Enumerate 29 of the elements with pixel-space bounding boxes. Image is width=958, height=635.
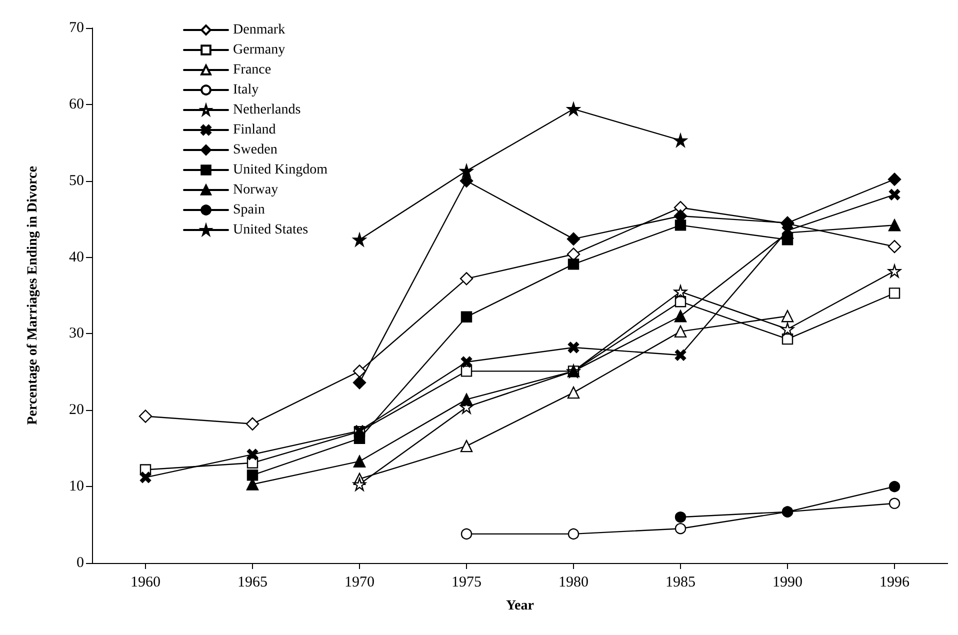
x-tick-label: 1990 [772,574,802,590]
y-tick-label: 30 [69,326,84,342]
legend-label: United Kingdom [233,162,328,178]
x-tick-label: 1980 [558,574,588,590]
legend-label: Spain [233,202,265,218]
y-tick-label: 50 [69,172,84,189]
x-tick-label: 1970 [344,574,374,590]
x-axis-title: Year [506,598,534,614]
y-tick-label: 60 [69,96,84,112]
y-axis-title: Percentage of Marriages Ending in Divorce [26,166,40,425]
y-tick-label: 20 [69,402,84,418]
x-tick-label: 1985 [666,574,696,590]
legend-label: Denmark [233,22,286,38]
legend-label: Sweden [233,142,278,158]
legend-label: Norway [233,182,278,198]
x-tick-label: 1975 [452,574,482,590]
y-tick-label: 70 [69,20,84,36]
y-tick-label: 40 [69,249,84,266]
x-tick-label: 1996 [880,574,910,590]
y-tick-label: 10 [69,478,84,495]
legend-label: Netherlands [233,102,301,118]
x-tick-label: 1960 [130,574,160,590]
legend-label: Finland [233,122,276,138]
y-tick-label: 0 [76,555,84,571]
legend-label: France [233,62,272,78]
legend-label: Italy [233,82,259,98]
legend-label: Germany [233,42,286,58]
legend-label: United States [233,222,308,238]
x-tick-label: 1965 [238,574,268,590]
